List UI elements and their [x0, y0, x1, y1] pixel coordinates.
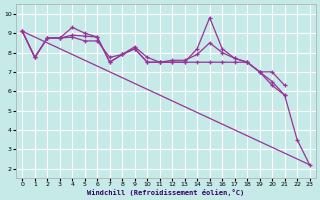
X-axis label: Windchill (Refroidissement éolien,°C): Windchill (Refroidissement éolien,°C) — [87, 189, 244, 196]
